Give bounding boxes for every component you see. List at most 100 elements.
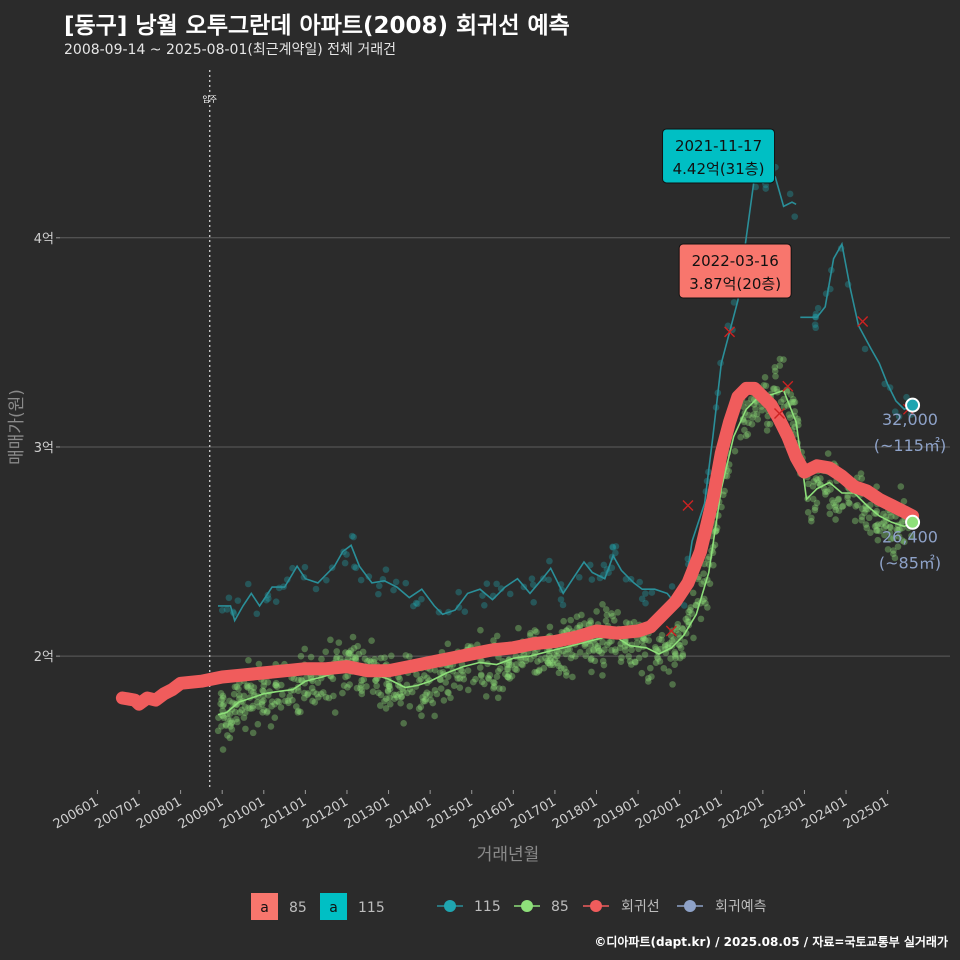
scatter-point-115 bbox=[529, 581, 537, 588]
scatter-point-85 bbox=[601, 646, 608, 653]
scatter-point-85 bbox=[897, 483, 905, 490]
scatter-point-85 bbox=[608, 646, 615, 654]
scatter-point-85 bbox=[635, 654, 643, 662]
scatter-point-85 bbox=[679, 652, 687, 660]
scatter-point-85 bbox=[609, 612, 616, 620]
scatter-point-85 bbox=[217, 700, 224, 708]
scatter-point-85 bbox=[388, 652, 395, 660]
scatter-point-85 bbox=[675, 631, 682, 638]
scatter-point-85 bbox=[626, 657, 634, 665]
scatter-point-85 bbox=[867, 529, 874, 536]
scatter-point-85 bbox=[258, 698, 266, 706]
scatter-point-85 bbox=[241, 709, 249, 717]
scatter-point-85 bbox=[214, 727, 222, 735]
scatter-point-85 bbox=[745, 419, 752, 427]
scatter-point-85 bbox=[587, 619, 595, 627]
scatter-point-85 bbox=[544, 659, 552, 667]
scatter-point-85 bbox=[878, 520, 885, 528]
scatter-point-85 bbox=[309, 697, 316, 705]
scatter-point-85 bbox=[665, 668, 673, 675]
y-tick-label: 2억 bbox=[34, 650, 54, 665]
scatter-point-85 bbox=[630, 618, 638, 626]
scatter-point-85 bbox=[404, 689, 411, 697]
scatter-point-85 bbox=[247, 687, 255, 695]
scatter-point-115 bbox=[455, 588, 462, 596]
scatter-point-85 bbox=[459, 667, 466, 675]
scatter-point-85 bbox=[268, 698, 276, 705]
scatter-point-85 bbox=[363, 683, 370, 690]
scatter-point-85 bbox=[881, 531, 888, 539]
scatter-point-85 bbox=[704, 555, 712, 563]
scatter-point-85 bbox=[593, 608, 600, 615]
scatter-point-85 bbox=[618, 654, 625, 661]
scatter-point-85 bbox=[672, 654, 679, 662]
scatter-point-85 bbox=[329, 675, 337, 683]
scatter-point-85 bbox=[576, 649, 584, 656]
scatter-point-85 bbox=[780, 356, 787, 363]
scatter-point-85 bbox=[565, 625, 573, 632]
scatter-point-85 bbox=[290, 675, 298, 682]
scatter-point-85 bbox=[315, 693, 322, 701]
scatter-point-115 bbox=[244, 580, 252, 588]
scatter-point-85 bbox=[484, 674, 492, 682]
scatter-point-115 bbox=[638, 595, 646, 603]
scatter-point-85 bbox=[741, 426, 748, 434]
scatter-point-85 bbox=[218, 696, 225, 703]
scatter-point-85 bbox=[890, 547, 897, 554]
scatter-point-85 bbox=[587, 656, 595, 663]
scatter-point-115 bbox=[343, 551, 350, 558]
scatter-point-85 bbox=[844, 494, 851, 502]
scatter-point-85 bbox=[612, 648, 619, 656]
scatter-point-85 bbox=[513, 666, 520, 674]
scatter-point-115 bbox=[530, 598, 537, 606]
scatter-point-85 bbox=[671, 652, 679, 659]
scatter-point-85 bbox=[259, 687, 266, 694]
scatter-point-85 bbox=[222, 721, 230, 728]
scatter-point-85 bbox=[284, 697, 292, 705]
scatter-point-85 bbox=[450, 682, 458, 689]
scatter-point-85 bbox=[444, 640, 452, 648]
scatter-point-85 bbox=[417, 703, 425, 711]
scatter-point-115 bbox=[895, 413, 903, 420]
scatter-point-85 bbox=[616, 644, 624, 652]
scatter-point-85 bbox=[677, 644, 685, 652]
scatter-point-85 bbox=[357, 685, 364, 692]
scatter-point-85 bbox=[604, 641, 611, 649]
scatter-point-85 bbox=[515, 624, 522, 632]
scatter-point-85 bbox=[886, 523, 894, 531]
scatter-point-85 bbox=[679, 625, 687, 633]
scatter-point-85 bbox=[235, 685, 242, 693]
x-axis-label: 거래년월 bbox=[477, 845, 540, 865]
x-tick-label: 200801 bbox=[134, 794, 184, 832]
scatter-point-85 bbox=[289, 696, 296, 704]
scatter-point-85 bbox=[617, 640, 625, 647]
scatter-point-85 bbox=[369, 688, 377, 695]
scatter-point-85 bbox=[501, 670, 509, 678]
scatter-point-115 bbox=[730, 299, 738, 306]
scatter-point-85 bbox=[873, 527, 880, 534]
scatter-point-85 bbox=[385, 683, 393, 690]
scatter-point-85 bbox=[761, 374, 769, 381]
scatter-point-85 bbox=[240, 714, 248, 721]
scatter-point-115 bbox=[724, 322, 732, 330]
x-tick-label: 201101 bbox=[259, 794, 309, 832]
regression-line bbox=[115, 381, 920, 711]
scatter-point-85 bbox=[563, 627, 570, 634]
y-axis-label: 매매가(원) bbox=[7, 389, 27, 465]
scatter-point-85 bbox=[406, 702, 414, 710]
scatter-point-85 bbox=[817, 475, 824, 482]
scatter-point-85 bbox=[490, 683, 498, 690]
scatter-point-85 bbox=[477, 671, 485, 678]
scatter-point-85 bbox=[333, 648, 341, 655]
scatter-point-85 bbox=[416, 677, 423, 684]
scatter-point-115 bbox=[312, 585, 320, 593]
scatter-point-85 bbox=[758, 406, 766, 414]
scatter-point-85 bbox=[569, 673, 576, 681]
scatter-point-85 bbox=[360, 676, 368, 683]
tick-layer: 2억 3억 4억 2006012007012008012009012010012011… bbox=[34, 95, 892, 832]
scatter-point-85 bbox=[606, 639, 613, 646]
scatter-point-115 bbox=[272, 598, 280, 605]
scatter-point-85 bbox=[622, 619, 630, 626]
annotation-price-85: 3.87억(20층) bbox=[689, 275, 781, 293]
scatter-point-85 bbox=[352, 654, 360, 661]
